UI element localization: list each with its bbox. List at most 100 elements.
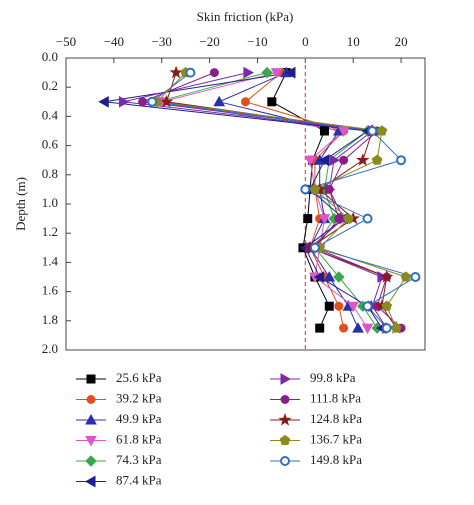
x-tick-label: −30 (152, 34, 172, 49)
series-line (140, 72, 402, 329)
legend-marker (280, 456, 290, 466)
marker (400, 271, 412, 282)
series-line (150, 72, 417, 329)
x-tick-label: 0 (302, 34, 309, 49)
marker (318, 154, 329, 167)
marker (243, 66, 254, 79)
y-tick-label: 1.8 (42, 312, 58, 327)
legend-label: 87.4 kPa (116, 472, 162, 487)
marker (334, 214, 344, 224)
series-line (217, 72, 359, 329)
x-tick-label: −10 (247, 34, 267, 49)
marker (334, 301, 344, 311)
marker (304, 155, 316, 167)
marker (329, 154, 341, 167)
legend-label: 111.8 kPa (310, 390, 361, 405)
y-axis-title: Depth (m) (13, 177, 28, 231)
legend-label: 39.2 kPa (116, 390, 162, 405)
marker (147, 96, 158, 107)
marker (380, 269, 394, 283)
marker (159, 94, 174, 108)
marker (356, 153, 370, 166)
y-tick-label: 1.2 (42, 224, 58, 239)
legend-label: 61.8 kPa (116, 431, 162, 446)
marker (381, 300, 393, 311)
marker (381, 323, 392, 334)
y-tick-label: 2.0 (42, 341, 58, 356)
y-tick-label: 1.6 (42, 283, 59, 298)
marker (319, 126, 329, 136)
legend-marker (86, 395, 96, 404)
legend-marker (280, 395, 290, 404)
marker (284, 66, 296, 79)
marker (318, 214, 331, 225)
marker (333, 271, 345, 283)
y-tick-label: 1.4 (42, 253, 59, 268)
series-line (161, 72, 368, 329)
legend-marker (86, 374, 96, 384)
y-tick-label: 0.2 (42, 78, 58, 93)
series-line (104, 72, 383, 329)
marker (270, 68, 283, 79)
marker (339, 323, 349, 333)
marker (339, 155, 349, 165)
legend-marker (280, 373, 292, 385)
marker (390, 322, 402, 333)
marker (185, 67, 196, 78)
marker (313, 271, 325, 283)
marker (324, 301, 334, 311)
marker (315, 323, 325, 333)
y-tick-label: 0.0 (42, 49, 58, 64)
marker (343, 212, 354, 224)
marker (118, 95, 130, 108)
marker (213, 95, 226, 107)
marker (138, 97, 148, 107)
legend-label: 124.8 kPa (310, 411, 362, 426)
series-line (271, 72, 330, 329)
marker (300, 184, 311, 195)
marker (241, 97, 250, 107)
marker (337, 126, 350, 138)
marker (362, 213, 373, 224)
x-tick-label: 10 (347, 34, 360, 49)
marker (309, 242, 320, 253)
marker (410, 272, 421, 282)
x-axis-title: Skin friction (kPa) (197, 9, 294, 24)
x-tick-label: −40 (104, 34, 124, 49)
legend-marker (85, 436, 97, 447)
marker (396, 155, 407, 166)
marker (267, 97, 277, 107)
marker (347, 301, 360, 313)
x-tick-label: −20 (199, 34, 219, 49)
marker (309, 183, 321, 194)
marker (303, 214, 313, 224)
legend-marker (84, 475, 96, 488)
marker (367, 126, 378, 136)
legend-label: 149.8 kPa (310, 452, 362, 467)
legend-marker (279, 434, 291, 446)
marker (376, 125, 388, 136)
x-tick-label: −50 (56, 34, 76, 49)
marker (209, 68, 219, 78)
legend-label: 136.7 kPa (310, 431, 362, 446)
marker (352, 322, 364, 333)
marker (98, 95, 109, 108)
legend-label: 99.8 kPa (310, 370, 356, 385)
legend-label: 49.9 kPa (116, 411, 162, 426)
series-line (155, 72, 407, 329)
y-tick-label: 0.4 (42, 107, 59, 122)
y-tick-label: 0.6 (42, 137, 59, 152)
y-tick-label: 1.0 (42, 195, 58, 210)
marker (362, 301, 373, 312)
x-tick-label: 20 (395, 34, 408, 49)
legend-marker (278, 412, 292, 426)
legend-marker (85, 455, 97, 467)
legend-label: 25.6 kPa (116, 370, 162, 385)
marker (323, 270, 336, 282)
y-tick-label: 0.8 (42, 166, 58, 181)
legend-marker (85, 413, 97, 425)
marker (371, 154, 383, 165)
series-line (244, 72, 345, 329)
marker (324, 184, 334, 194)
